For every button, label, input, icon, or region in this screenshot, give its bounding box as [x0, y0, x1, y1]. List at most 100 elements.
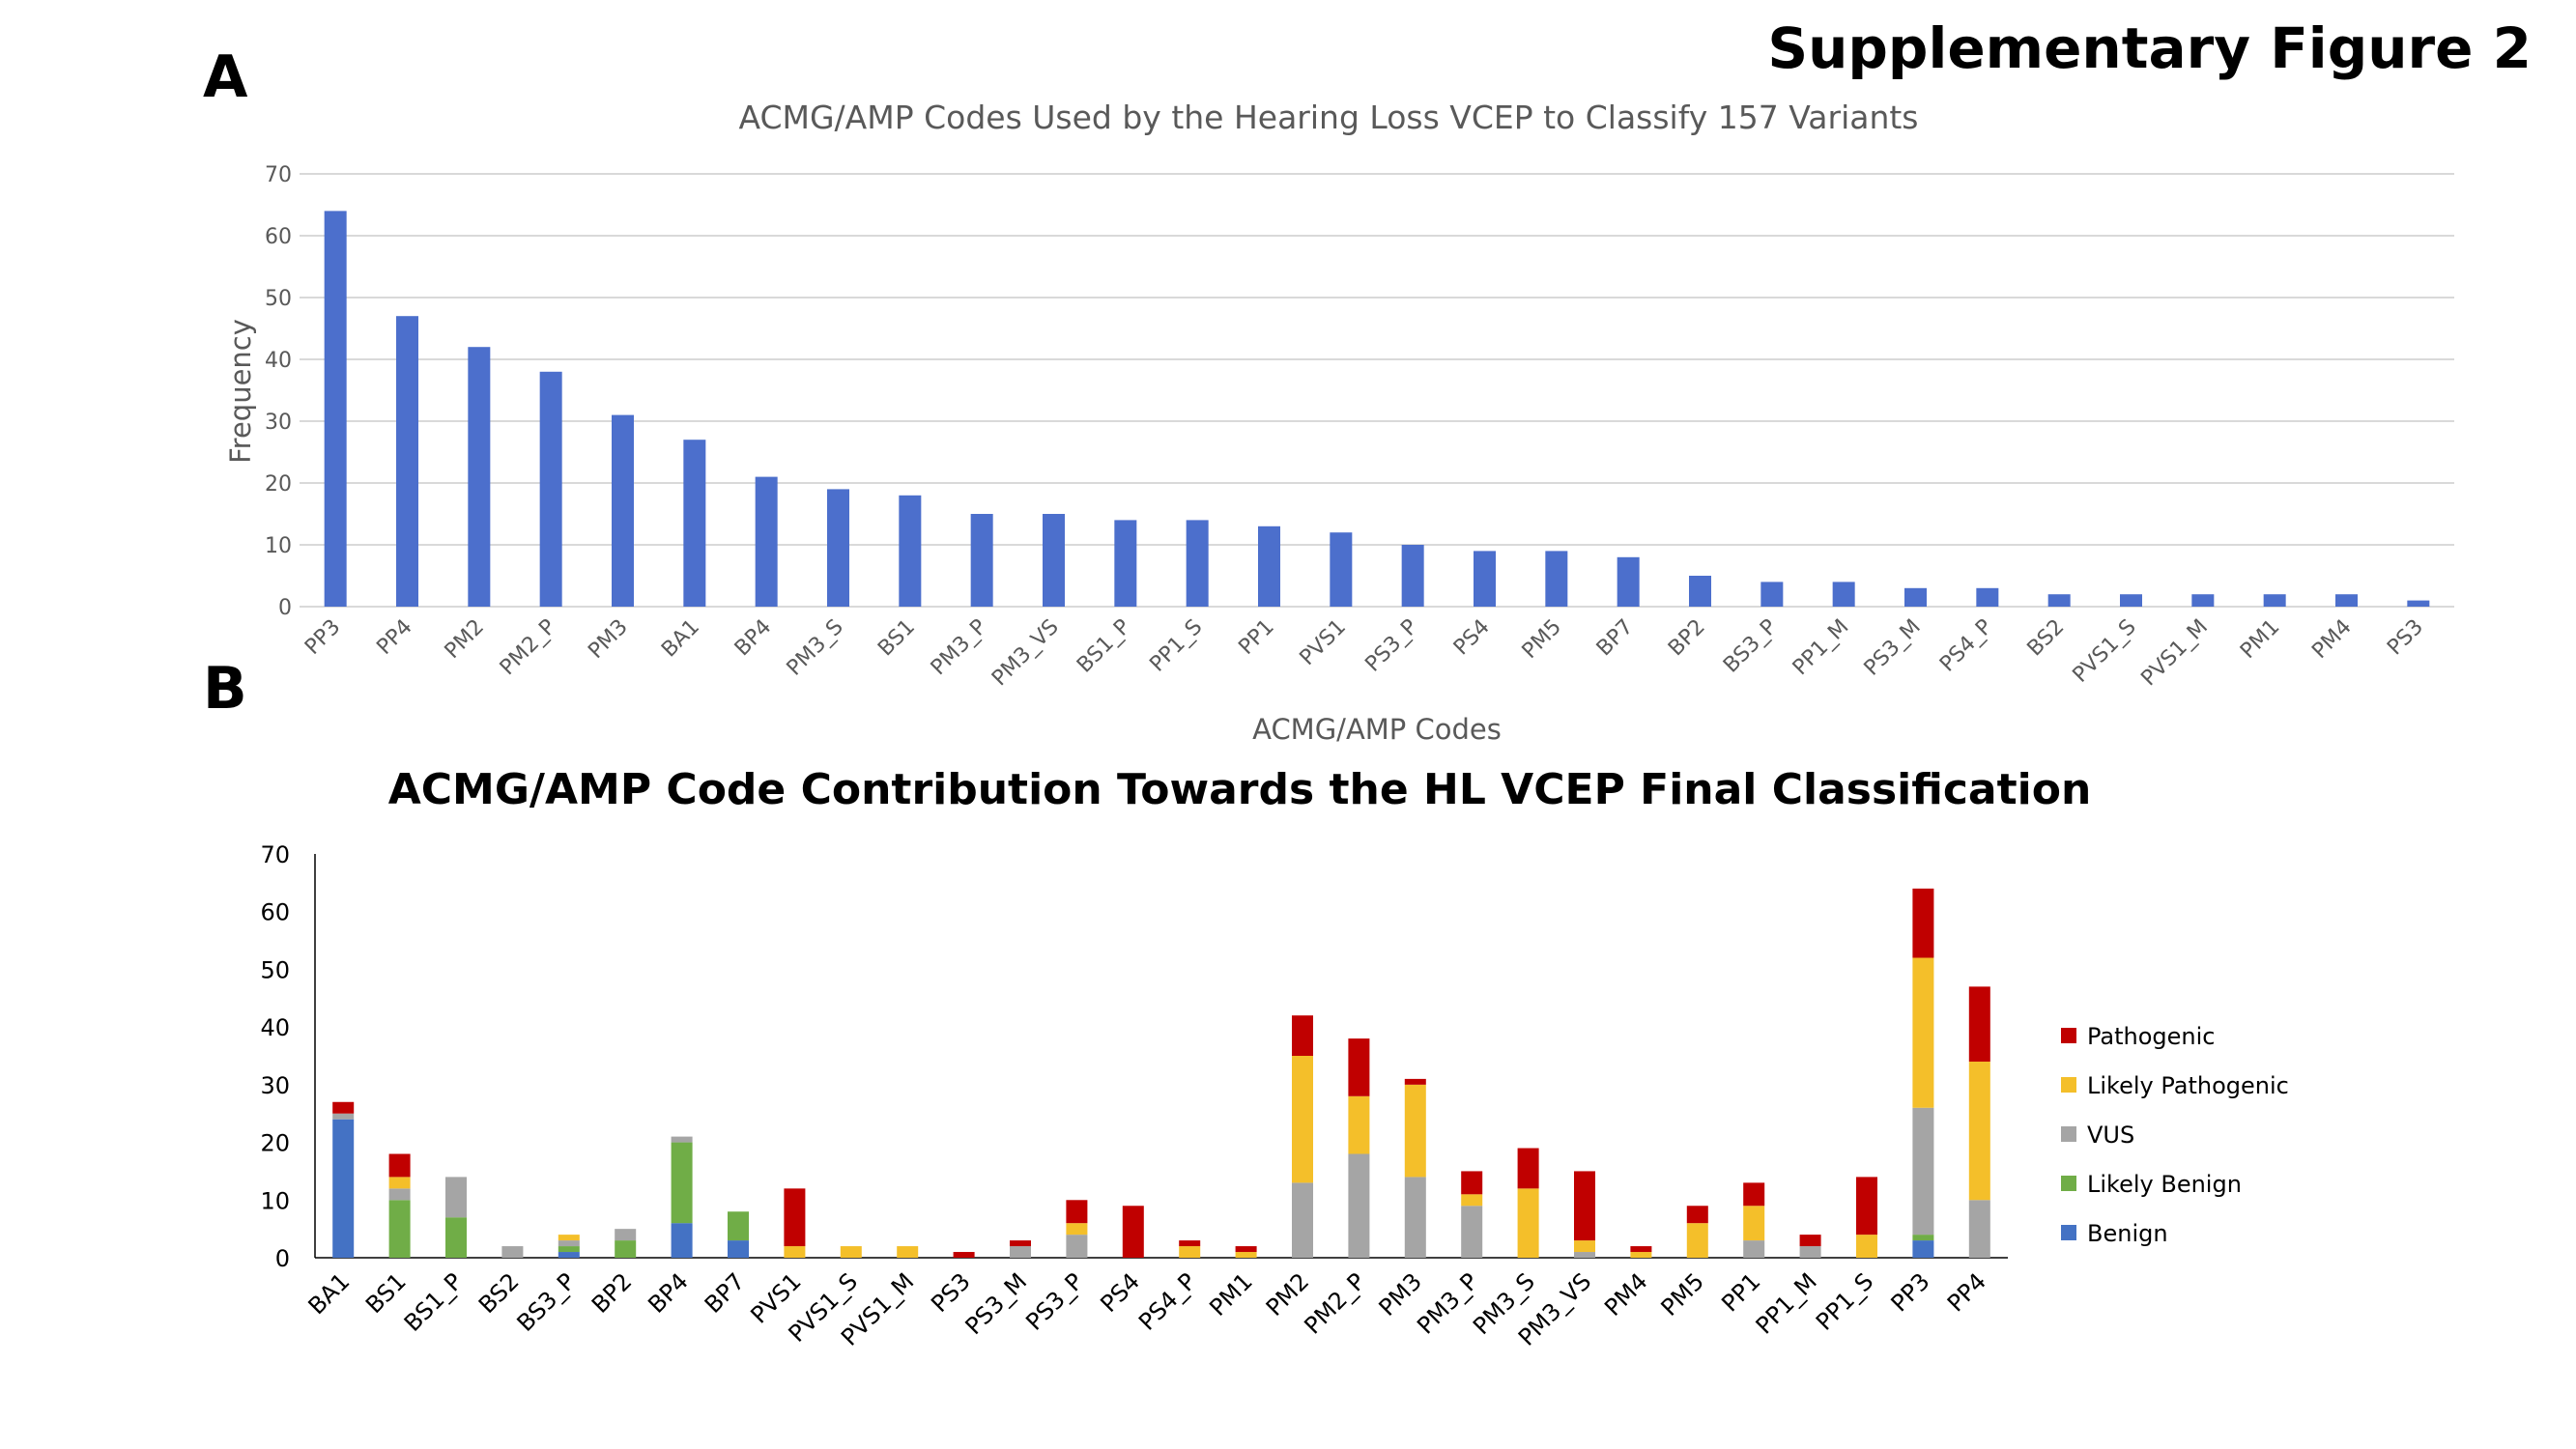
chart-b-bar-ps3-pathogenic — [953, 1252, 975, 1258]
chart-a-y-tick-labels: 0 10 20 30 40 50 60 70 — [265, 163, 292, 620]
chart-a-bar-pp4 — [396, 316, 418, 607]
chart-b-x-tick: PS3 — [926, 1267, 976, 1318]
chart-b-y-tick: 70 — [260, 841, 290, 868]
legend-label-benign: Benign — [2087, 1220, 2168, 1247]
chart-b-bar-ps3-m-vus — [1010, 1246, 1031, 1258]
chart-b-bar-pm3-p-pathogenic — [1461, 1171, 1483, 1195]
chart-b-stacked-bars — [332, 888, 1990, 1258]
chart-a-x-tick: PP1 — [1234, 615, 1278, 660]
chart-b-x-tick: BP4 — [643, 1267, 693, 1318]
chart-b-bar-bs3-p-likely-pathogenic — [558, 1235, 580, 1241]
chart-a-x-tick: PVS1_M — [2136, 615, 2213, 692]
chart-a-bar-bs1 — [899, 495, 922, 607]
chart-b-bar-pp3-likely-benign — [1912, 1235, 1934, 1241]
legend-swatch-likely-benign — [2061, 1176, 2076, 1191]
chart-b-x-tick: PM2_P — [1299, 1267, 1370, 1339]
chart-b-bar-pp4-pathogenic — [1968, 986, 1990, 1062]
chart-a-x-tick: PM2 — [441, 615, 489, 664]
chart-b-bar-pm3-vus — [1404, 1177, 1426, 1258]
chart-b-bar-pp1-likely-pathogenic — [1743, 1206, 1765, 1241]
chart-b-bar-bs3-p-vus — [558, 1240, 580, 1247]
chart-a-y-tick: 40 — [265, 349, 292, 373]
chart-b-bar-pm3-s-pathogenic — [1517, 1148, 1539, 1189]
chart-a-x-tick: PS4_P — [1935, 615, 1997, 677]
chart-b-bar-pm1-likely-pathogenic — [1235, 1252, 1257, 1258]
chart-a-bar-pvs1-m — [2191, 594, 2215, 607]
chart-a-x-tick: PS3_P — [1360, 615, 1422, 677]
chart-a-bar-bs2 — [2047, 594, 2071, 607]
chart-a-bar-pm2-p — [539, 371, 562, 607]
legend-label-likely-benign: Likely Benign — [2087, 1171, 2242, 1198]
chart-b-bar-pm3-vs-vus — [1574, 1252, 1595, 1258]
chart-a-bar-pp1-s — [1186, 520, 1209, 607]
chart-b-bar-bp2-likely-benign — [615, 1240, 637, 1258]
chart-b-x-tick: PM3_P — [1412, 1267, 1483, 1339]
chart-b-bar-bp4-vus — [671, 1136, 693, 1143]
chart-b-bar-pm2-likely-pathogenic — [1292, 1056, 1313, 1183]
chart-b-x-tick: PP3 — [1886, 1267, 1935, 1317]
chart-a-bar-pm5 — [1545, 551, 1568, 607]
chart-b-bar-pm2-pathogenic — [1292, 1015, 1313, 1056]
chart-b-bar-pvs1-m-likely-pathogenic — [897, 1246, 919, 1258]
chart-a-bars — [324, 211, 2430, 607]
chart-b-bar-ba1-benign — [332, 1119, 355, 1258]
chart-b-bar-pm4-likely-pathogenic — [1630, 1252, 1652, 1258]
chart-a-x-tick: PP3 — [301, 615, 345, 660]
chart-b-bar-ba1-pathogenic — [332, 1101, 355, 1114]
chart-a-bar-bp7 — [1617, 556, 1640, 607]
chart-b-bar-ps4-pathogenic — [1122, 1206, 1144, 1258]
chart-b-axes — [314, 854, 2008, 1259]
legend-label-vus: VUS — [2087, 1122, 2134, 1149]
chart-a-bar-ps3-m — [1904, 587, 1927, 607]
panel-label-a: A — [203, 43, 248, 111]
chart-b-y-tick: 60 — [260, 899, 290, 926]
chart-a-x-tick: PVS1_S — [2069, 615, 2141, 688]
chart-b-x-tick: BA1 — [303, 1267, 356, 1320]
chart-b-bar-bs3-p-likely-benign — [558, 1246, 580, 1253]
chart-a-bar-pm3-vs — [1043, 514, 1065, 607]
chart-b-x-tick: PM5 — [1656, 1267, 1709, 1321]
chart-a-x-tick: BP7 — [1592, 615, 1639, 662]
chart-a-x-tick: PS3_M — [1860, 615, 1926, 681]
legend-label-pathogenic: Pathogenic — [2087, 1023, 2215, 1050]
legend-swatch-pathogenic — [2061, 1028, 2076, 1043]
chart-b-x-tick: PS4 — [1095, 1267, 1145, 1318]
chart-a-x-tick: BS1_P — [1073, 615, 1135, 678]
chart-a-bar-ps3-p — [1401, 545, 1424, 607]
chart-b-bar-pp4-vus — [1968, 1200, 1990, 1258]
chart-b-bar-bp7-likely-benign — [728, 1211, 749, 1241]
chart-b-x-tick: PS3_P — [1020, 1267, 1088, 1335]
chart-a-bar-ps3 — [2407, 600, 2430, 607]
legend-swatch-benign — [2061, 1225, 2076, 1240]
legend-swatch-likely-pathogenic — [2061, 1077, 2076, 1093]
chart-b-bar-bs3-p-benign — [558, 1252, 580, 1258]
chart-a-bar-pp3 — [324, 211, 347, 607]
chart-b-bar-pm2-p-vus — [1348, 1153, 1370, 1258]
chart-b-bar-pp1-pathogenic — [1743, 1182, 1765, 1207]
chart-b-bar-pm5-likely-pathogenic — [1686, 1223, 1708, 1258]
chart-b-bar-pm3-likely-pathogenic — [1404, 1084, 1426, 1178]
chart-b-x-tick: PM1 — [1204, 1267, 1257, 1321]
chart-a-bar-pm3-s — [827, 489, 849, 607]
chart-b-y-tick: 10 — [260, 1187, 290, 1214]
chart-a-bar-bs1-p — [1114, 520, 1137, 607]
chart-b-bar-pm2-p-pathogenic — [1348, 1038, 1370, 1096]
chart-b-bar-pm3-p-likely-pathogenic — [1461, 1194, 1483, 1207]
chart-a-bar-pp1 — [1258, 526, 1280, 607]
chart-a-bar-pp1-m — [1832, 582, 1855, 607]
chart-a-bar-bp2 — [1689, 576, 1711, 607]
chart-b-bar-ps3-p-vus — [1066, 1235, 1088, 1258]
chart-a-x-tick-labels: PP3 PP4 PM2 PM2_P PM3 BA1 BP4 PM3_S BS1 PM3_PPM3_… — [301, 615, 2428, 692]
chart-a-x-tick: BA1 — [657, 615, 704, 663]
chart-b-x-tick: PP1 — [1716, 1267, 1765, 1317]
chart-a-x-tick: PM3_VS — [987, 615, 1064, 692]
chart-b-bar-ps3-p-likely-pathogenic — [1066, 1223, 1088, 1236]
chart-b-x-tick: BS2 — [473, 1267, 525, 1319]
chart-b-bar-ps4-p-pathogenic — [1179, 1240, 1201, 1247]
chart-a-x-tick: BP2 — [1664, 615, 1710, 662]
chart-a-gridlines — [300, 173, 2454, 608]
chart-b-bar-ps3-m-pathogenic — [1010, 1240, 1031, 1247]
chart-b-x-tick: PS4_P — [1133, 1267, 1201, 1335]
chart-a-x-tick: PP4 — [372, 615, 416, 660]
figure-title: Supplementary Figure 2 — [1767, 15, 2532, 81]
